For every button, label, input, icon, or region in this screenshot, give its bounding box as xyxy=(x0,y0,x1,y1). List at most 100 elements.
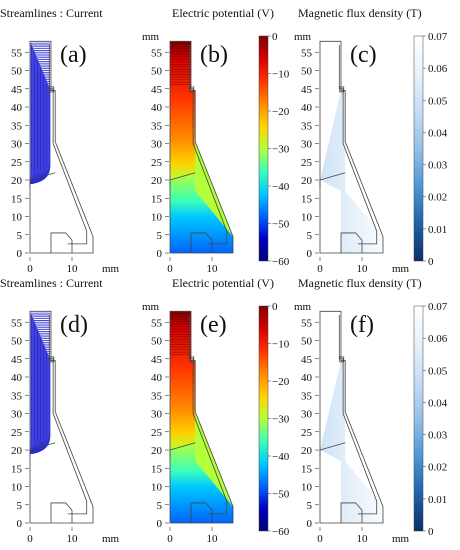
y-tick-label: 45 xyxy=(301,84,313,96)
y-tick-label: 55 xyxy=(301,47,313,59)
colorbar-tick-label: 0.04 xyxy=(428,397,448,409)
colorbar-tick-label: 0.01 xyxy=(428,224,447,236)
electrode-tip-line xyxy=(29,172,56,181)
y-tick-label: 45 xyxy=(11,354,23,366)
y-axis: 0 5 10 15 20 25 30 35 40 45 50 55 xyxy=(151,47,169,260)
y-tick-label: 5 xyxy=(17,230,23,242)
x-unit-label: mm xyxy=(392,533,410,545)
panel-a: Streamlines : Current 0 5 10 15 20 25 30 35 40 45 5… xyxy=(0,6,120,275)
x-tick-label: 0 xyxy=(27,533,33,545)
y-tick-label: 15 xyxy=(301,463,313,475)
bottom-box xyxy=(50,232,73,253)
inner-boundary xyxy=(338,44,378,245)
x-tick-label: 0 xyxy=(167,263,173,275)
electrode-tip-line xyxy=(169,442,196,451)
y-tick-label: 50 xyxy=(301,336,313,348)
inner-boundary xyxy=(188,314,228,515)
bottom-box xyxy=(50,502,73,523)
panel-f: Magnetic flux density (T) 0 5 10 15 20 25 30 35 4… xyxy=(294,276,448,545)
y-tick-label: 5 xyxy=(307,500,313,512)
panel-d: Streamlines : Current 0 5 10 15 20 25 30 35 40 45 5… xyxy=(0,276,120,545)
y-tick-label: 30 xyxy=(301,139,313,151)
potential-lower-field xyxy=(170,172,233,253)
y-tick-label: 10 xyxy=(301,212,313,224)
y-tick-label: 5 xyxy=(307,230,313,242)
colorbar-tick-label: −40 xyxy=(272,181,290,193)
y-tick-label: 5 xyxy=(17,500,23,512)
x-tick-label: 0 xyxy=(317,263,323,275)
colorbar-tick-label: −30 xyxy=(272,414,290,426)
y-tick-label: 25 xyxy=(301,427,313,439)
y-tick-label: 0 xyxy=(17,248,23,260)
y-tick-label: 0 xyxy=(17,518,23,530)
colorbar-tick-label: 0.07 xyxy=(428,31,448,43)
y-tick-label: 30 xyxy=(151,139,163,151)
y-tick-label: 40 xyxy=(301,102,313,114)
y-tick-label: 15 xyxy=(301,193,313,205)
y-tick-label: 10 xyxy=(11,482,23,494)
colorbar-tick-label: −50 xyxy=(272,219,290,231)
x-axis: 0 10 xyxy=(167,257,218,275)
y-tick-label: 0 xyxy=(157,518,163,530)
y-tick-label: 45 xyxy=(151,84,163,96)
current-streamlines xyxy=(29,312,51,455)
colorbar-tick-label: −40 xyxy=(272,451,290,463)
y-tick-label: 35 xyxy=(11,120,23,132)
notch-marker xyxy=(339,86,345,93)
y-tick-label: 40 xyxy=(301,372,313,384)
inner-boundary xyxy=(48,314,88,515)
y-tick-label: 30 xyxy=(11,139,23,151)
panel-label: (b) xyxy=(200,42,228,68)
current-streamlines xyxy=(29,42,51,185)
x-axis: 0 10 mm xyxy=(27,527,120,545)
flux-field-fill xyxy=(320,90,383,253)
colorbar-tick-label: −20 xyxy=(272,376,290,388)
colorbar-tick-label: 0 xyxy=(428,256,434,268)
y-tick-label: 35 xyxy=(11,390,23,402)
y-tick-label: 10 xyxy=(301,482,313,494)
y-tick-label: 40 xyxy=(11,372,23,384)
y-axis: 0 5 10 15 20 25 30 35 40 45 50 55 xyxy=(11,317,29,530)
y-tick-label: 20 xyxy=(11,445,23,457)
colorbar-tick-label: −20 xyxy=(272,106,290,118)
x-axis: 0 10 xyxy=(167,527,218,545)
panel-title: Electric potential (V) xyxy=(172,276,274,290)
figure-row: Streamlines : Current 0 5 10 15 20 25 30 35 40 45 5… xyxy=(0,6,448,275)
colorbar-tick-label: −10 xyxy=(272,69,290,81)
colorbar-tick-label: 0.03 xyxy=(428,160,448,172)
y-tick-label: 35 xyxy=(151,390,163,402)
panel-title: Magnetic flux density (T) xyxy=(298,276,422,290)
inner-boundary xyxy=(48,44,88,245)
bottom-box xyxy=(190,502,213,523)
bottom-box xyxy=(340,502,363,523)
x-tick-label: 10 xyxy=(357,263,369,275)
colorbar-tick-label: 0.03 xyxy=(428,430,448,442)
geometry-outline xyxy=(29,40,94,254)
y-tick-label: 20 xyxy=(301,445,313,457)
bottom-box xyxy=(340,232,363,253)
y-tick-label: 0 xyxy=(307,518,313,530)
y-tick-label: 55 xyxy=(151,317,163,329)
potential-lower-field xyxy=(170,442,233,523)
y-tick-label: 50 xyxy=(11,336,23,348)
colorbar-tick-label: −30 xyxy=(272,144,290,156)
electrode-tip-line xyxy=(169,172,196,181)
y-tick-label: 45 xyxy=(11,84,23,96)
y-tick-label: 45 xyxy=(151,354,163,366)
potential-colorbar: 0 −10 −20 −30 −40 −50 −60 xyxy=(258,301,290,538)
potential-colorbar-bar xyxy=(258,305,269,532)
bottom-box xyxy=(190,232,213,253)
y-tick-label: 35 xyxy=(301,120,313,132)
panel-title: Electric potential (V) xyxy=(172,6,274,20)
y-unit-label: mm xyxy=(294,31,312,43)
y-tick-label: 55 xyxy=(11,47,23,59)
colorbar-tick-label: 0.06 xyxy=(428,333,448,345)
panel-b: Electric potential (V) 0 5 10 15 20 25 30 35 40 45… xyxy=(142,6,290,275)
flux-colorbar: 0.07 0.06 0.05 0.04 0.03 0.02 0.01 0 xyxy=(413,31,448,268)
y-tick-label: 20 xyxy=(151,445,163,457)
geometry-outline xyxy=(169,310,234,524)
colorbar-tick-label: 0.04 xyxy=(428,127,448,139)
notch-marker xyxy=(49,86,55,93)
y-tick-label: 50 xyxy=(151,66,163,78)
x-unit-label: mm xyxy=(102,263,120,275)
